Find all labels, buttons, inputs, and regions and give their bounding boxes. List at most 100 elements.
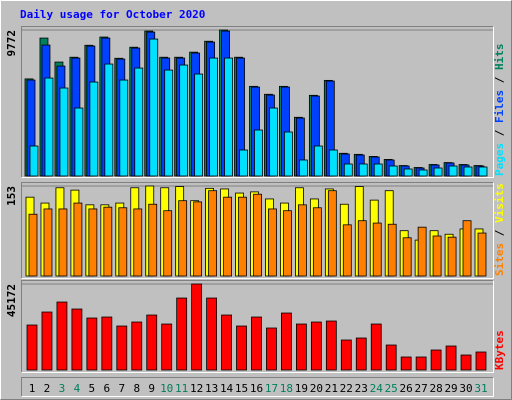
x-tick-label: 15 — [235, 382, 248, 395]
panel-edge — [21, 182, 494, 279]
bar — [295, 323, 307, 371]
bar — [208, 190, 218, 277]
bar — [44, 77, 54, 177]
x-tick-label: 19 — [295, 382, 308, 395]
y-tick-label: 45172 — [5, 284, 18, 317]
bar — [268, 208, 277, 277]
x-tick-label: 28 — [429, 382, 442, 395]
bar — [101, 316, 113, 371]
bar — [119, 79, 129, 177]
bar — [163, 210, 173, 277]
bar — [251, 316, 262, 371]
x-tick-label: 6 — [104, 382, 111, 395]
x-tick-label: 1 — [29, 382, 36, 395]
bar — [266, 327, 277, 371]
bar — [325, 320, 337, 371]
bar — [283, 210, 292, 277]
x-tick-label: 17 — [265, 382, 278, 395]
x-tick-label: 7 — [118, 382, 125, 395]
bar — [131, 321, 143, 371]
bar — [206, 297, 218, 371]
x-tick-label: 21 — [325, 382, 338, 395]
bar — [103, 206, 113, 277]
legend-entry: Files — [493, 90, 506, 123]
bar — [342, 224, 352, 277]
x-tick-label: 13 — [205, 382, 218, 395]
x-tick-label: 12 — [190, 382, 203, 395]
x-tick-label: 22 — [340, 382, 353, 395]
legend: Sites / Visits — [493, 183, 506, 276]
bar — [445, 345, 457, 371]
panel-edge — [21, 377, 494, 397]
bar — [430, 349, 442, 371]
legend-entry: KBytes — [493, 330, 506, 370]
x-tick-label: 8 — [133, 382, 140, 395]
bar — [312, 207, 322, 277]
bar — [194, 73, 204, 177]
bar — [41, 311, 53, 371]
bar — [403, 168, 413, 177]
bar — [477, 232, 487, 277]
x-tick-label: 20 — [310, 382, 323, 395]
x-tick-label: 31 — [474, 382, 487, 395]
x-tick-label: 26 — [400, 382, 413, 395]
bar — [134, 67, 144, 177]
x-tick-label: 10 — [160, 382, 173, 395]
x-tick-label: 2 — [44, 382, 51, 395]
panel-edge — [21, 280, 494, 373]
bar — [56, 301, 68, 371]
bar — [460, 354, 472, 371]
bar — [298, 159, 308, 177]
bar — [161, 323, 173, 371]
x-tick-label: 30 — [459, 382, 472, 395]
y-tick-label: 9772 — [5, 30, 18, 57]
y-tick-label: 153 — [5, 186, 18, 206]
x-tick-label: 4 — [74, 382, 81, 395]
bar — [385, 344, 397, 371]
x-tick-label: 16 — [250, 382, 263, 395]
bar — [402, 237, 412, 277]
bar — [281, 312, 292, 371]
bar — [118, 207, 128, 277]
x-tick-label: 29 — [444, 382, 457, 395]
bar — [328, 149, 338, 177]
bar — [179, 64, 189, 177]
bar — [89, 81, 99, 177]
bar — [148, 203, 158, 277]
bar — [388, 165, 398, 177]
x-tick-label: 23 — [355, 382, 368, 395]
bar — [146, 314, 158, 371]
bar — [432, 235, 442, 277]
x-tick-label: 3 — [59, 382, 66, 395]
bar — [59, 87, 69, 177]
chart-title: Daily usage for October 2020 — [20, 8, 205, 21]
legend-entry: Pages — [493, 143, 506, 176]
bar — [462, 220, 472, 277]
bar — [28, 213, 38, 277]
bar — [387, 223, 397, 277]
panel-edge — [21, 377, 494, 397]
bar — [43, 208, 53, 277]
x-tick-label: 18 — [280, 382, 293, 395]
bar — [133, 208, 143, 277]
bar — [176, 297, 188, 371]
bar — [223, 196, 232, 277]
bar — [104, 63, 114, 177]
legend-separator: / — [493, 70, 506, 90]
panel-edge — [21, 26, 494, 178]
bar — [238, 196, 247, 277]
bar — [373, 163, 383, 177]
panel-edge — [21, 26, 494, 178]
bar — [340, 339, 352, 371]
bar — [297, 204, 307, 277]
bar — [71, 308, 83, 371]
bar — [209, 57, 219, 177]
legend-separator: / — [493, 223, 506, 243]
x-tick-label: 27 — [415, 382, 428, 395]
bar — [343, 163, 353, 177]
bar — [448, 165, 458, 177]
bar — [310, 321, 322, 371]
bar — [372, 222, 382, 277]
